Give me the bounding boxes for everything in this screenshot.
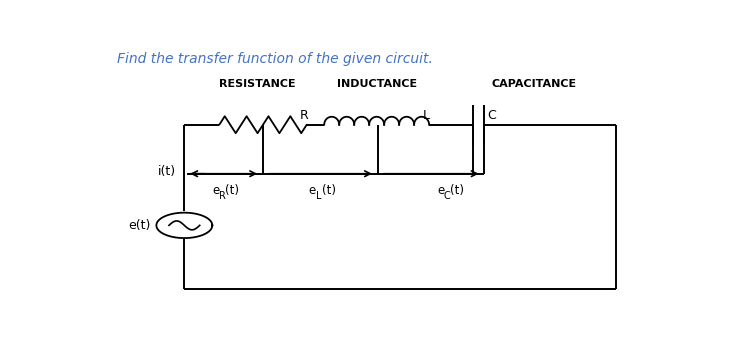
Text: e: e [309, 184, 316, 197]
Text: (t): (t) [450, 184, 464, 197]
Text: INDUCTANCE: INDUCTANCE [337, 79, 417, 89]
Text: e: e [437, 184, 444, 197]
Text: R: R [219, 191, 226, 201]
Text: RESISTANCE: RESISTANCE [219, 79, 296, 89]
Text: CAPACITANCE: CAPACITANCE [492, 79, 577, 89]
Text: (t): (t) [225, 184, 239, 197]
Text: e(t): e(t) [128, 219, 150, 232]
Text: (t): (t) [322, 184, 335, 197]
Text: R: R [299, 109, 308, 122]
Text: L: L [316, 191, 321, 201]
Text: C: C [444, 191, 450, 201]
Text: Find the transfer function of the given circuit.: Find the transfer function of the given … [117, 52, 433, 66]
Text: i(t): i(t) [157, 164, 176, 178]
Text: C: C [487, 109, 496, 122]
Text: L: L [423, 109, 429, 122]
Text: e: e [212, 184, 220, 197]
